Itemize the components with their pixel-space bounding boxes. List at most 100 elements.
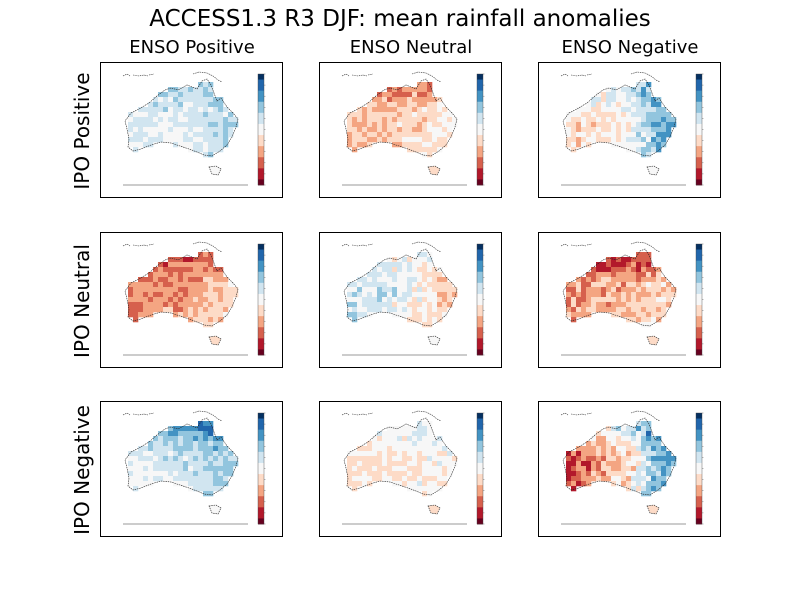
anomaly-cell [641,277,647,283]
anomaly-cell [636,287,642,293]
anomaly-cell [382,297,388,303]
anomaly-cell [427,112,433,118]
anomaly-cell [611,277,617,283]
anomaly-cell [616,277,622,283]
anomaly-cell [173,127,179,133]
anomaly-cell [153,456,159,462]
anomaly-cell [427,147,433,153]
anomaly-cell [153,107,159,113]
anomaly-cell [228,282,234,288]
tasmania-coastline [646,504,660,515]
colorbar-segment [477,135,483,139]
anomaly-cell [437,307,443,313]
anomaly-cell [188,92,194,98]
anomaly-cell [392,272,398,278]
anomaly-cell [422,87,428,93]
anomaly-cell [133,317,139,323]
anomaly-cell [402,307,408,313]
anomaly-cell [163,287,169,293]
anomaly-cell [168,107,174,113]
colorbar-segment [477,327,483,331]
anomaly-cell [148,297,154,303]
anomaly-cell [596,117,602,123]
anomaly-cell [402,267,408,273]
anomaly-cell [148,132,154,138]
colorbar-segment [258,98,264,103]
column-label-enso-negative: ENSO Negative [561,37,699,58]
anomaly-cell [402,287,408,293]
colorbar-segment [477,280,483,284]
anomaly-cell [362,107,368,113]
anomaly-cell [621,112,627,118]
anomaly-cell [377,446,383,452]
anomaly-cell [193,446,199,452]
colorbar-segment [258,465,264,469]
anomaly-cell [178,431,184,437]
anomaly-cell [352,486,358,492]
anomaly-cell [203,461,209,467]
anomaly-cell [402,92,408,98]
anomaly-cell [382,461,388,467]
anomaly-cell [651,97,657,103]
anomaly-cell [417,287,423,293]
anomaly-cell [178,137,184,143]
anomaly-cell [193,476,199,482]
anomaly-cell [163,127,169,133]
anomaly-cell [571,456,577,462]
anomaly-cell [128,127,134,133]
anomaly-cell [362,127,368,133]
colorbar-segment [477,515,483,519]
anomaly-cell [213,267,219,273]
anomaly-cell [616,262,622,268]
anomaly-cell [153,267,159,273]
anomaly-cell [213,102,219,108]
anomaly-cell [158,287,164,293]
anomaly-cell [407,287,413,293]
anomaly-cell [631,436,637,442]
anomaly-cell [168,267,174,273]
colorbar-segment [477,499,483,503]
colorbar-segment [258,151,264,155]
anomaly-cell [601,466,607,472]
colorbar-segment [258,435,264,439]
anomaly-cell [397,277,403,283]
anomaly-cell [198,486,204,492]
anomaly-cell [228,122,234,128]
anomaly-cell [447,461,453,467]
anomaly-cell [153,112,159,118]
anomaly-cell [651,107,657,113]
anomaly-cell [412,92,418,98]
anomaly-cell [392,446,398,452]
anomaly-cell [586,481,592,487]
colorbar-segment [258,123,264,128]
anomaly-cell [178,257,184,263]
colorbar-segment [477,137,483,141]
anomaly-cell [198,297,204,303]
anomaly-cell [407,117,413,123]
anomaly-cell [173,436,179,442]
anomaly-cell [233,461,239,467]
anomaly-cell [158,132,164,138]
anomaly-cell [228,132,234,138]
anomaly-cell [586,456,592,462]
colorbar-segment [477,293,483,298]
colorbar-segment [477,277,483,281]
anomaly-cell [173,426,179,432]
anomaly-cell [213,456,219,462]
anomaly-cell [621,307,627,313]
colorbar-segment [696,451,702,456]
anomaly-cell [178,112,184,118]
anomaly-cell [188,461,194,467]
island-outlines [560,410,661,422]
anomaly-cell [208,87,214,93]
anomaly-cell [183,312,189,318]
anomaly-cell [636,317,642,323]
anomaly-cell [153,282,159,288]
tasmania-cell [209,166,221,175]
anomaly-cell [163,461,169,467]
anomaly-cell [641,82,647,88]
anomaly-cell [367,287,373,293]
colorbar-segment [258,338,264,342]
anomaly-cell [213,486,219,492]
colorbar-segment [477,266,483,270]
